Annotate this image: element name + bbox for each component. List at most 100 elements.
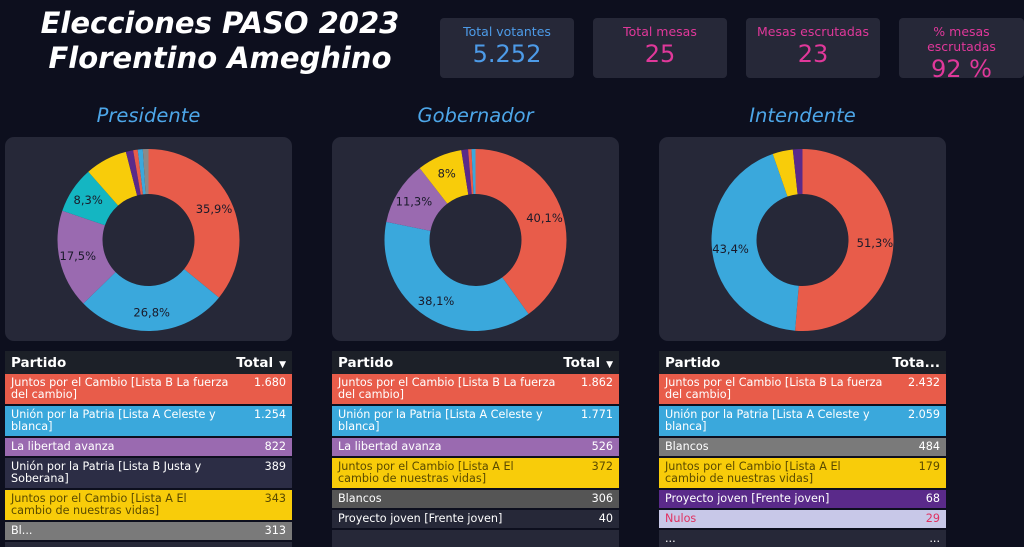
kpi-card-total-votantes: Total votantes 5.252 (440, 18, 574, 78)
donut-slice[interactable] (475, 149, 567, 314)
party-total: 179 (918, 460, 940, 473)
dashboard-title: Elecciones PASO 2023 Florentino Ameghino (10, 6, 430, 76)
donut-slice[interactable] (125, 150, 141, 196)
results-table-presidente: Partido Total ▼ Juntos por el Cambio [Lis… (5, 351, 292, 547)
party-total: 822 (264, 440, 286, 453)
donut-slice[interactable] (471, 149, 476, 195)
column-header-total[interactable]: Tota... (892, 354, 940, 371)
party-name: ... (665, 532, 676, 545)
party-name: Bl... (11, 524, 33, 537)
column-header-total[interactable]: Total ▼ (563, 354, 613, 371)
party-total: 313 (264, 524, 286, 537)
table-row[interactable]: Juntos por el Cambio [Lista B La fuerza … (659, 374, 946, 406)
donut-slice[interactable] (772, 149, 798, 197)
party-total: 1.680 (253, 376, 286, 389)
party-name: Juntos por el Cambio [Lista A El cambio … (665, 460, 841, 485)
column-header-partido[interactable]: Partido (665, 354, 721, 371)
party-total: 1.771 (580, 408, 613, 421)
kpi-value: 25 (644, 40, 676, 68)
table-header: Partido Total ▼ (332, 351, 619, 374)
table-row[interactable]: Juntos por el Cambio [Lista A El cambio … (332, 458, 619, 490)
party-name: Juntos por el Cambio [Lista B La fuerza … (11, 376, 229, 401)
table-row[interactable]: La libertad avanza 822 (5, 438, 292, 458)
donut-card-presidente: 35,9% 26,8% 17,5% 8,3% (5, 137, 292, 341)
table-row[interactable]: Unión por la Patria [Lista A Celeste y b… (659, 406, 946, 438)
donut-slice[interactable] (384, 221, 529, 331)
donut-slice-label: 51,3% (857, 236, 894, 250)
party-total: 526 (591, 440, 613, 453)
table-row[interactable]: Unión por la Patria [Lista A Celeste y b… (332, 406, 619, 438)
party-name: Blancos (338, 492, 382, 505)
donut-slice[interactable] (83, 269, 219, 331)
table-body: Juntos por el Cambio [Lista B La fuerza … (332, 374, 619, 530)
donut-slice-label: 11,3% (396, 195, 433, 209)
donut-slice-label: 40,1% (526, 211, 563, 225)
party-name: La libertad avanza (338, 440, 442, 453)
party-name: Unión por la Patria [Lista A Celeste y b… (11, 408, 216, 433)
kpi-label: Mesas escrutadas (757, 24, 869, 39)
table-body: Juntos por el Cambio [Lista B La fuerza … (5, 374, 292, 542)
table-row[interactable]: Unión por la Patria [Lista B Justa y Sob… (5, 458, 292, 490)
title-line-2: Florentino Ameghino (48, 41, 392, 75)
party-total: 2.059 (907, 408, 940, 421)
donut-slice[interactable] (711, 153, 799, 331)
donut-slice[interactable] (148, 149, 240, 298)
sort-desc-icon[interactable]: ▼ (279, 359, 286, 370)
donut-card-intendente: 51,3% 43,4% (659, 137, 946, 341)
table-row[interactable]: Unión por la Patria [Lista A Celeste y b… (5, 406, 292, 438)
table-row[interactable]: Juntos por el Cambio [Lista B La fuerza … (332, 374, 619, 406)
kpi-card-total-mesas: Total mesas 25 (593, 18, 727, 78)
party-name: Juntos por el Cambio [Lista B La fuerza … (665, 376, 883, 401)
kpi-value: 23 (797, 40, 829, 68)
table-row[interactable]: La libertad avanza 526 (332, 438, 619, 458)
table-header: Partido Tota... (659, 351, 946, 374)
donut-slice-label: 8,3% (74, 193, 103, 207)
table-row[interactable]: Bl... 313 (5, 522, 292, 542)
donut-card-gobernador: 40,1% 38,1% 11,3% 8% (332, 137, 619, 341)
table-row[interactable]: Juntos por el Cambio [Lista B La fuerza … (5, 374, 292, 406)
table-row[interactable]: Juntos por el Cambio [Lista A El cambio … (659, 458, 946, 490)
donut-chart-intendente: 51,3% 43,4% (711, 149, 894, 331)
party-total: 389 (264, 460, 286, 473)
party-total: 484 (918, 440, 940, 453)
party-total: 68 (925, 492, 940, 505)
table-row[interactable]: Proyecto joven [Frente joven] 40 (332, 510, 619, 530)
donut-slice[interactable] (468, 149, 474, 195)
donut-slice[interactable] (88, 151, 138, 206)
kpi-card-mesas-escrutadas: Mesas escrutadas 23 (746, 18, 880, 78)
kpi-label: Total mesas (623, 24, 697, 39)
party-total: 40 (598, 512, 613, 525)
party-name: Juntos por el Cambio [Lista A El cambio … (338, 460, 514, 485)
table-row[interactable]: ...... (659, 530, 946, 547)
sort-desc-icon[interactable]: ▼ (606, 359, 613, 370)
donut-slice-label: 43,4% (712, 242, 749, 256)
table-row[interactable]: Blancos 484 (659, 438, 946, 458)
donut-slice[interactable] (795, 149, 894, 331)
table-body: Juntos por el Cambio [Lista B La fuerza … (659, 374, 946, 547)
table-row[interactable]: Blancos 306 (332, 490, 619, 510)
donut-slice[interactable] (461, 149, 472, 195)
donut-slice[interactable] (137, 149, 146, 195)
table-row[interactable]: Proyecto joven [Frente joven] 68 (659, 490, 946, 510)
donut-slice[interactable] (792, 149, 803, 195)
section-title-intendente: Intendente (749, 104, 856, 127)
section-title-gobernador: Gobernador (417, 104, 534, 127)
table-row[interactable]: Nulos 29 (659, 510, 946, 530)
donut-slice[interactable] (62, 171, 119, 226)
donut-slice[interactable] (57, 210, 116, 304)
donut-slice-label: 8% (438, 166, 456, 180)
column-header-partido[interactable]: Partido (338, 354, 394, 371)
column-header-total[interactable]: Total ▼ (236, 354, 286, 371)
party-name: Proyecto joven [Frente joven] (665, 492, 830, 505)
party-name: Unión por la Patria [Lista B Justa y Sob… (11, 460, 202, 485)
column-header-partido[interactable]: Partido (11, 354, 67, 371)
section-title-presidente: Presidente (96, 104, 201, 127)
kpi-value: 92 % (931, 55, 992, 83)
table-row[interactable]: Juntos por el Cambio [Lista A El cambio … (5, 490, 292, 522)
party-name: Unión por la Patria [Lista A Celeste y b… (338, 408, 543, 433)
donut-slice[interactable] (142, 149, 149, 195)
donut-slice[interactable] (419, 150, 469, 204)
donut-slice[interactable] (133, 149, 144, 195)
donut-slice-label: 17,5% (60, 249, 97, 263)
donut-slice[interactable] (386, 168, 448, 231)
